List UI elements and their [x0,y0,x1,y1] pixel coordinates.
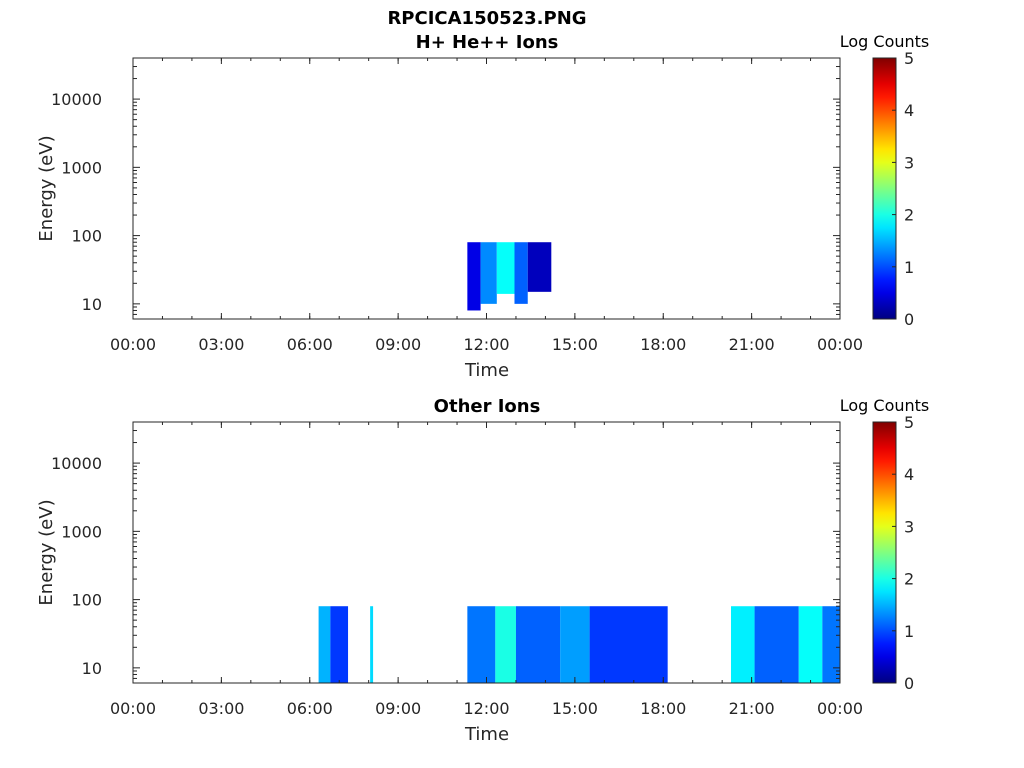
panel1-colorbar-tick-label: 3 [904,153,914,172]
panel1-data-block [527,242,552,292]
panel2-data-block [467,606,496,683]
panel2-y-tick-label: 1000 [61,522,102,541]
panel1-x-tick-label: 00:00 [110,335,156,354]
panel1-data-block [467,242,481,311]
panel2-data-block [515,606,561,683]
panel2-data-block [330,606,349,683]
panel2-x-tick-label: 06:00 [287,699,333,718]
panel1-data-block [480,242,497,304]
panel2-colorbar-tick-label: 2 [904,570,914,589]
panel1-x-tick-label: 21:00 [729,335,775,354]
panel1-x-tick-label: 18:00 [640,335,686,354]
panel2-x-tick-label: 21:00 [729,699,775,718]
panel1-y-axis-label: Energy (eV) [36,135,57,241]
panel2-y-tick-label: 10 [82,659,102,678]
panel2-y-axis-label: Energy (eV) [36,499,57,605]
panel2-data-block [822,606,840,683]
panel2-data-block [798,606,823,683]
panel2-data-block [731,606,755,683]
panel1-x-axis-label: Time [464,360,509,381]
panel2-data-block [370,606,374,683]
panel2-x-tick-label: 12:00 [463,699,509,718]
panel2-colorbar-title: Log Counts [840,396,930,415]
panel1-x-tick-label: 09:00 [375,335,421,354]
panel2-title: Other Ions [434,396,541,417]
panel1-x-tick-label: 15:00 [552,335,598,354]
panel2-data-block [754,606,799,683]
panel2-x-tick-label: 18:00 [640,699,686,718]
panel2-data-block [560,606,590,683]
panel2-data-block [589,606,668,683]
panel2-data-blocks [318,606,840,683]
panel2-colorbar-tick-label: 4 [904,465,914,484]
panel1-colorbar-tick-label: 5 [904,49,914,68]
panel2-y-tick-label: 10000 [51,454,102,473]
panel2-x-tick-label: 09:00 [375,699,421,718]
panel1-colorbar-tick-label: 0 [904,310,914,329]
panel1-y-tick-label: 1000 [61,158,102,177]
panel1-y-tick-label: 10000 [51,90,102,109]
panel1-data-block [514,242,528,304]
panel1-x-tick-label: 12:00 [463,335,509,354]
panel1-y-tick-label: 100 [71,227,102,246]
panel1-x-tick-label: 00:00 [817,335,863,354]
figure-title: RPCICA150523.PNG [387,8,586,29]
panel2-colorbar-tick-label: 5 [904,413,914,432]
panel1-data-blocks [467,242,552,311]
panel2-data-block [318,606,331,683]
panel2-colorbar-tick-label: 3 [904,517,914,536]
panel1-colorbar-tick-label: 2 [904,206,914,225]
panel2-colorbar-tick-label: 1 [904,622,914,641]
panel1-x-tick-label: 06:00 [287,335,333,354]
panel2-x-tick-label: 03:00 [198,699,244,718]
panel2-x-tick-label: 00:00 [110,699,156,718]
panel2-colorbar [872,421,897,684]
panel1-colorbar [872,57,897,320]
panel1-x-tick-label: 03:00 [198,335,244,354]
panel1-colorbar-tick-label: 4 [904,101,914,120]
panel2-x-axis-label: Time [464,724,509,745]
panel2-data-block [495,606,516,683]
panel1-y-tick-label: 10 [82,295,102,314]
panel1-data-block [496,242,515,294]
panel1-colorbar-tick-label: 1 [904,258,914,277]
panel2-y-tick-label: 100 [71,591,102,610]
panel2-x-tick-label: 00:00 [817,699,863,718]
panel2-x-tick-label: 15:00 [552,699,598,718]
panel1-colorbar-title: Log Counts [840,32,930,51]
panel2-colorbar-tick-label: 0 [904,674,914,693]
panel1-title: H+ He++ Ions [416,32,559,53]
